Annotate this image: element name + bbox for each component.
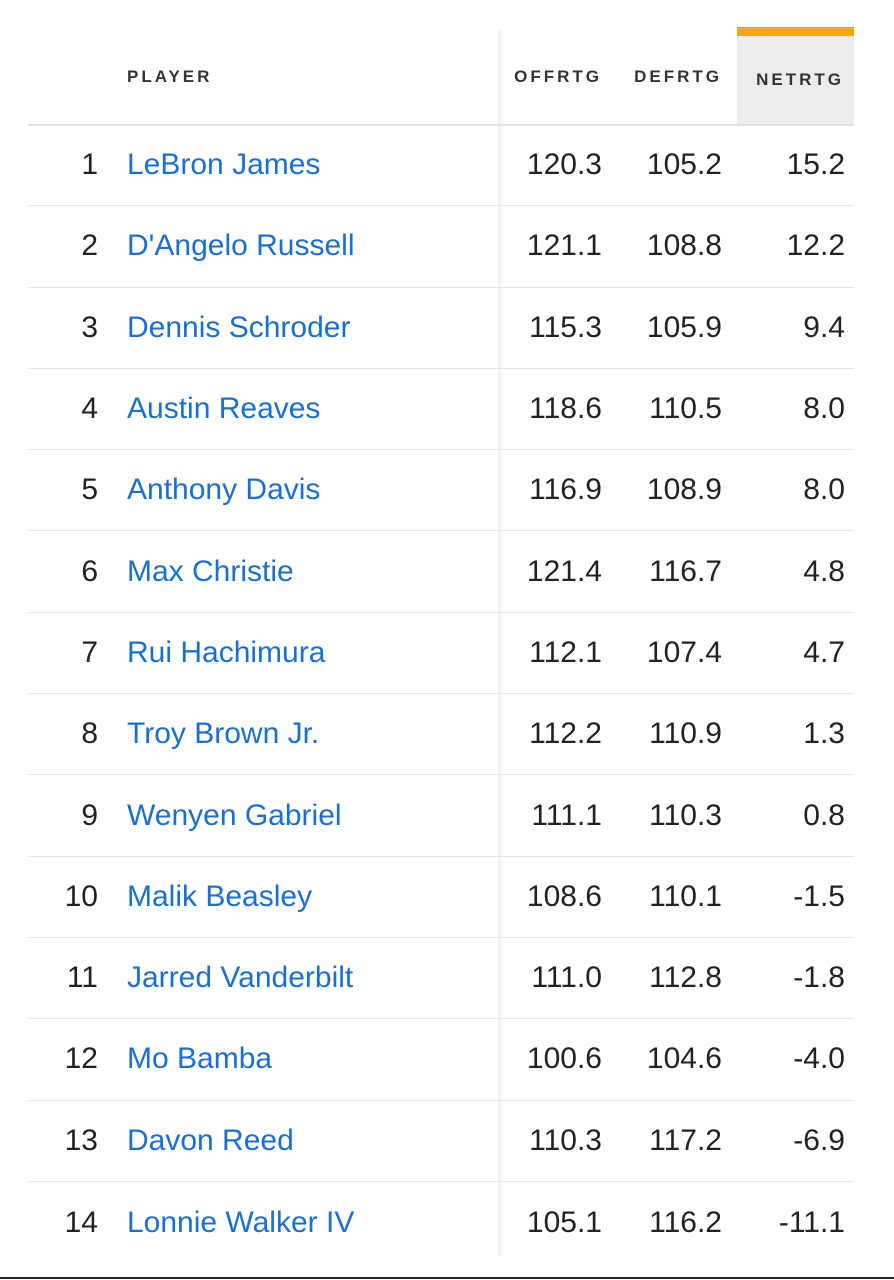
defrtg-cell: 117.2 [649, 1123, 722, 1157]
offrtg-cell: 115.3 [529, 310, 602, 344]
player-link[interactable]: Max Christie [127, 554, 294, 588]
column-header-netrtg-sorted[interactable]: NETRTG [737, 27, 854, 124]
offrtg-cell: 100.6 [526, 1042, 602, 1076]
defrtg-cell: 107.4 [646, 635, 722, 669]
rank-cell: 1 [81, 148, 98, 182]
offrtg-cell: 112.2 [529, 717, 602, 751]
rank-cell: 10 [64, 879, 98, 913]
netrtg-cell: 12.2 [786, 229, 845, 263]
offrtg-cell: 121.1 [526, 229, 602, 263]
defrtg-cell: 110.1 [649, 879, 722, 913]
defrtg-cell: 116.7 [649, 554, 722, 588]
player-link[interactable]: Davon Reed [127, 1123, 294, 1157]
player-link[interactable]: Wenyen Gabriel [127, 798, 342, 832]
netrtg-cell: 8.0 [803, 473, 845, 507]
player-link[interactable]: D'Angelo Russell [127, 229, 355, 263]
netrtg-cell: 1.3 [803, 717, 845, 751]
defrtg-cell: 110.3 [649, 798, 722, 832]
table-row: 1 LeBron James 120.3 105.2 15.2 [28, 125, 854, 207]
defrtg-cell: 105.9 [646, 310, 722, 344]
netrtg-cell: -1.8 [793, 961, 845, 995]
column-header-player[interactable]: PLAYER [127, 67, 213, 86]
rank-cell: 6 [81, 554, 98, 588]
player-link[interactable]: Dennis Schroder [127, 310, 351, 344]
table-body: 1 LeBron James 120.3 105.2 15.2 2 D'Angelo Rus… [28, 125, 854, 1263]
netrtg-cell: -1.5 [793, 879, 845, 913]
column-header-offrtg[interactable]: OFFRTG [514, 67, 602, 86]
rank-cell: 5 [81, 473, 98, 507]
offrtg-cell: 121.4 [526, 554, 602, 588]
netrtg-cell: 4.7 [803, 635, 845, 669]
column-header-defrtg[interactable]: DEFRTG [634, 67, 722, 86]
offrtg-cell: 111.1 [531, 798, 602, 832]
frozen-column-shadow [498, 30, 504, 1256]
offrtg-cell: 118.6 [529, 392, 602, 426]
rank-cell: 14 [64, 1205, 98, 1239]
defrtg-cell: 110.9 [649, 717, 722, 751]
player-link[interactable]: Jarred Vanderbilt [127, 961, 354, 995]
rank-cell: 12 [64, 1042, 98, 1076]
offrtg-cell: 120.3 [526, 148, 602, 182]
netrtg-cell: 0.8 [803, 798, 845, 832]
table-row: 5 Anthony Davis 116.9 108.9 8.0 [28, 450, 854, 532]
rank-cell: 3 [81, 310, 98, 344]
table-row: 2 D'Angelo Russell 121.1 108.8 12.2 [28, 206, 854, 288]
netrtg-cell: -11.1 [778, 1205, 845, 1239]
defrtg-cell: 105.2 [646, 148, 722, 182]
rank-cell: 8 [81, 717, 98, 751]
offrtg-cell: 111.0 [531, 961, 602, 995]
table-bottom-border [0, 1277, 894, 1279]
table-row: 8 Troy Brown Jr. 112.2 110.9 1.3 [28, 694, 854, 776]
player-link[interactable]: Troy Brown Jr. [127, 717, 320, 751]
rank-cell: 11 [66, 961, 98, 995]
defrtg-cell: 108.8 [646, 229, 722, 263]
table-row: 6 Max Christie 121.4 116.7 4.8 [28, 531, 854, 613]
table-row: 3 Dennis Schroder 115.3 105.9 9.4 [28, 288, 854, 369]
player-link[interactable]: Anthony Davis [127, 473, 321, 507]
table-row: 14 Lonnie Walker IV 105.1 116.2 -11.1 [28, 1182, 854, 1263]
player-link[interactable]: Malik Beasley [127, 879, 313, 913]
rank-cell: 2 [81, 229, 98, 263]
table-row: 12 Mo Bamba 100.6 104.6 -4.0 [28, 1019, 854, 1101]
table-row: 9 Wenyen Gabriel 111.1 110.3 0.8 [28, 775, 854, 857]
rank-cell: 4 [81, 392, 98, 426]
player-link[interactable]: Austin Reaves [127, 392, 321, 426]
table-header: PLAYER OFFRTG DEFRTG NETRTG [28, 27, 854, 126]
netrtg-cell: 8.0 [803, 392, 845, 426]
defrtg-cell: 110.5 [649, 392, 722, 426]
player-link[interactable]: Lonnie Walker IV [127, 1205, 355, 1239]
rank-cell: 9 [81, 798, 98, 832]
table-row: 11 Jarred Vanderbilt 111.0 112.8 -1.8 [28, 938, 854, 1020]
rank-cell: 7 [81, 635, 98, 669]
netrtg-cell: -6.9 [793, 1123, 845, 1157]
offrtg-cell: 110.3 [529, 1123, 602, 1157]
offrtg-cell: 108.6 [526, 879, 602, 913]
defrtg-cell: 108.9 [646, 473, 722, 507]
table-row: 4 Austin Reaves 118.6 110.5 8.0 [28, 369, 854, 451]
offrtg-cell: 112.1 [529, 635, 602, 669]
netrtg-cell: 9.4 [803, 310, 845, 344]
player-link[interactable]: LeBron James [127, 148, 321, 182]
player-link[interactable]: Rui Hachimura [127, 635, 326, 669]
rank-cell: 13 [64, 1123, 98, 1157]
offrtg-cell: 116.9 [529, 473, 602, 507]
table-row: 10 Malik Beasley 108.6 110.1 -1.5 [28, 857, 854, 938]
defrtg-cell: 104.6 [646, 1042, 722, 1076]
netrtg-cell: 15.2 [786, 148, 845, 182]
defrtg-cell: 112.8 [649, 961, 722, 995]
player-link[interactable]: Mo Bamba [127, 1042, 273, 1076]
netrtg-cell: 4.8 [803, 554, 845, 588]
defrtg-cell: 116.2 [649, 1205, 722, 1239]
netrtg-cell: -4.0 [793, 1042, 845, 1076]
table-row: 13 Davon Reed 110.3 117.2 -6.9 [28, 1101, 854, 1182]
table-row: 7 Rui Hachimura 112.1 107.4 4.7 [28, 613, 854, 695]
offrtg-cell: 105.1 [526, 1205, 602, 1239]
